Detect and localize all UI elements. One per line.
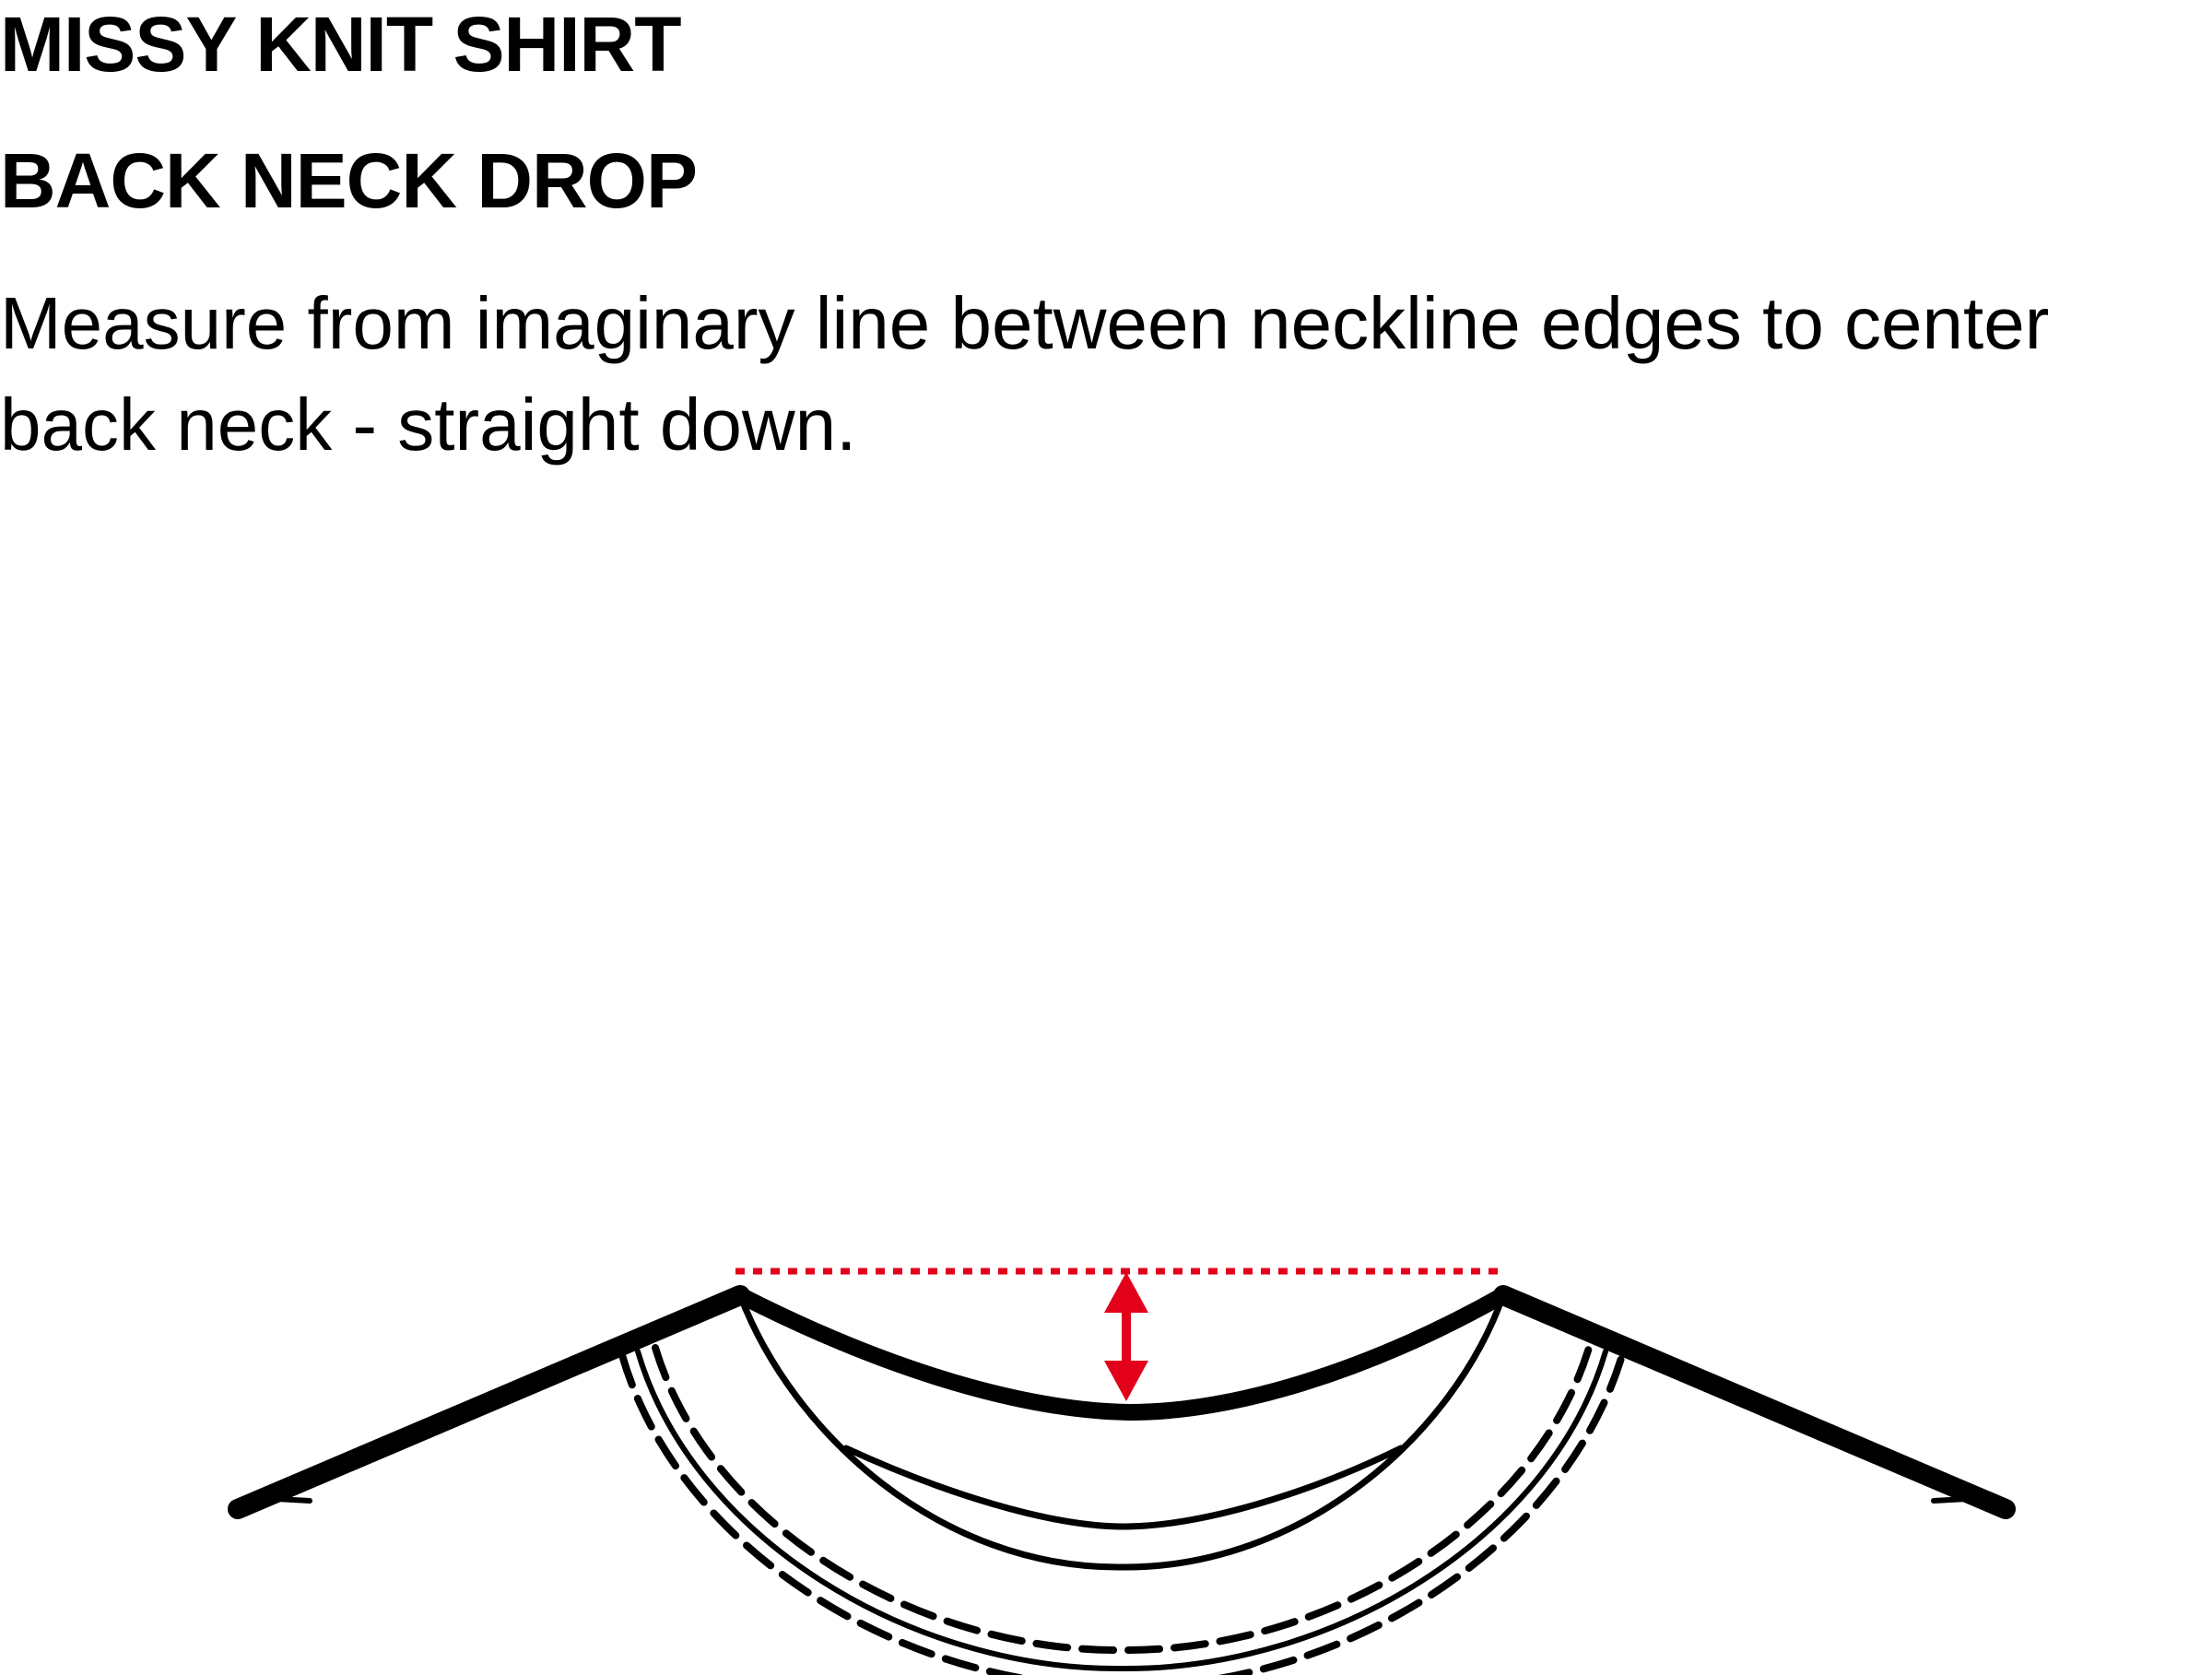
front-neckline-curve: [736, 1292, 1507, 1571]
left-shoulder-notch: [274, 1496, 312, 1504]
right-shoulder-notch: [1931, 1496, 1970, 1504]
back-neck-drop-arrow: [1104, 1272, 1148, 1401]
section-title: BACK NECK DROP: [0, 137, 698, 224]
page-title: MISSY KNIT SHIRT: [0, 1, 682, 88]
collar-inner-stitch: [652, 1344, 1593, 1655]
arrow-head-top: [1104, 1272, 1148, 1313]
left-shoulder-line: [228, 1285, 750, 1519]
measurement-instructions: Measure from imaginary line between neck…: [0, 282, 2050, 466]
collar-band-edge: [635, 1349, 1608, 1672]
right-shoulder-line: [1493, 1285, 2016, 1519]
back-neckline-edge: [732, 1287, 1512, 1421]
neck-facing-line: [842, 1445, 1405, 1530]
collar-outer-stitch: [618, 1351, 1626, 1675]
arrow-head-bottom: [1104, 1361, 1148, 1401]
